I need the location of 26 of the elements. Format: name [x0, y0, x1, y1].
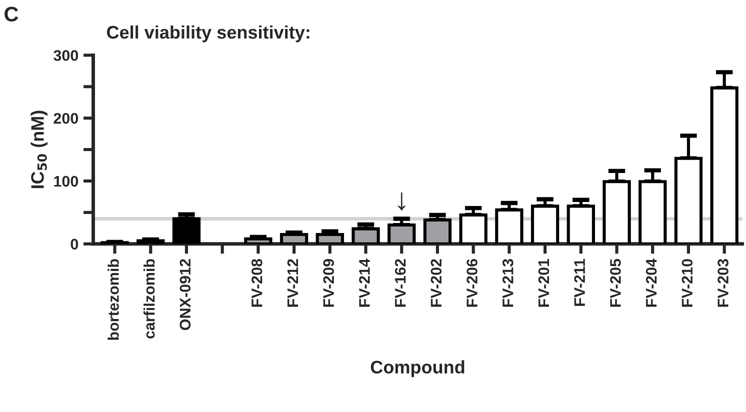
- x-tick-label: FV-214: [359, 258, 370, 307]
- x-tick-label: FV-203: [718, 259, 728, 307]
- x-tick-label: FV-213: [502, 259, 514, 307]
- x-tick-label: bortezomib: [108, 259, 119, 340]
- x-tick-label: FV-206: [466, 259, 478, 307]
- x-tick-label: FV-211: [574, 258, 585, 306]
- chart-title: Cell viability sensitivity:: [106, 25, 310, 42]
- x-tick-label: FV-205: [610, 258, 621, 307]
- x-axis-title: Compound: [370, 360, 464, 378]
- annotation: ↓: [398, 192, 406, 211]
- y-tick-label: 200: [54, 112, 78, 124]
- x-tick-label: FV-201: [538, 258, 550, 307]
- text: C: [4, 6, 18, 22]
- x-tick-label: FV-204: [646, 258, 657, 307]
- x-tick-label: ONX-0912: [180, 259, 191, 330]
- x-tick-label: carfilzomib: [144, 259, 155, 339]
- x-tick-label: FV-202: [430, 259, 442, 307]
- x-tick-label: FV-210: [682, 259, 693, 307]
- y-tick-label: 300: [54, 50, 78, 61]
- y-tick-label: 0: [70, 238, 78, 250]
- y-tick-label: 100: [54, 176, 78, 187]
- x-tick-label: FV-212: [287, 259, 298, 307]
- y-axis-title: IC$_{50}$ (nM): [30, 110, 48, 188]
- x-tick-label: FV-209: [323, 259, 334, 307]
- x-tick-label: FV-162: [394, 259, 406, 307]
- x-tick-label: FV-208: [251, 258, 262, 307]
